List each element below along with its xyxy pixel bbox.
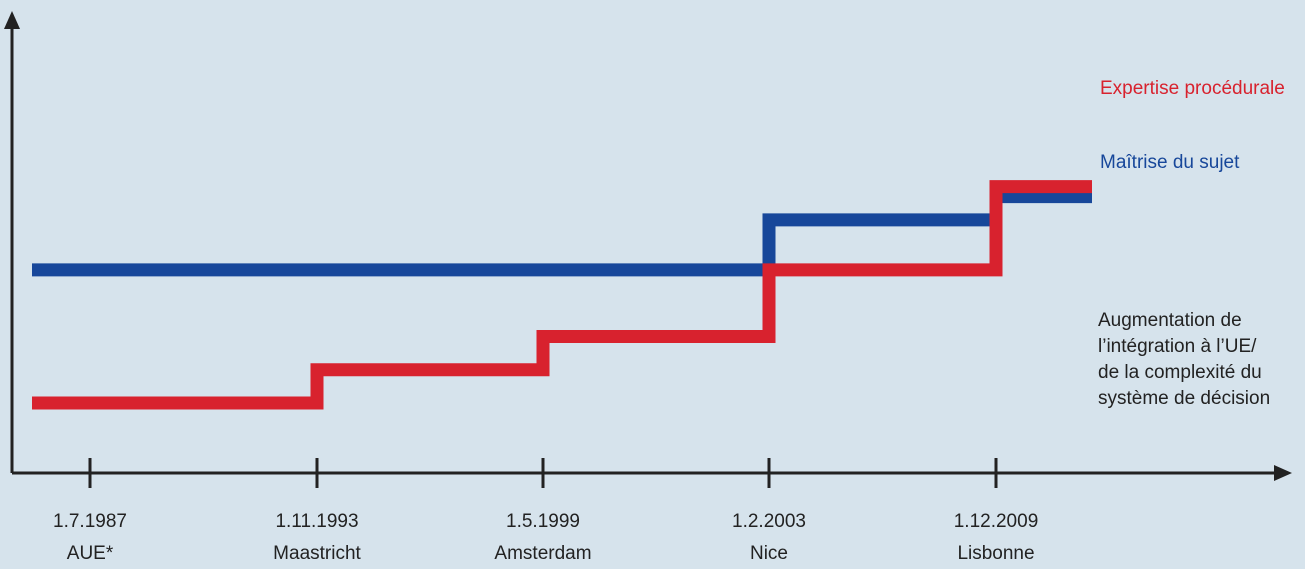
- x-tick-label-treaty: Maastricht: [273, 543, 361, 564]
- x-tick-label-treaty: AUE*: [67, 543, 114, 564]
- y-axis-label-line: système de décision: [1098, 388, 1271, 409]
- series-line-maitrise-du-sujet: [32, 190, 1092, 277]
- y-axis-arrowhead: [4, 11, 20, 29]
- y-axis-label-line: de la complexité du: [1098, 362, 1262, 383]
- x-tick-label-date: 1.11.1993: [275, 511, 358, 532]
- x-tick-label-date: 1.7.1987: [53, 511, 127, 532]
- y-axis-label-line: l’intégration à l’UE/: [1098, 336, 1257, 357]
- legend-maitrise-du-sujet: Maîtrise du sujet: [1100, 152, 1240, 173]
- x-tick-label-treaty: Nice: [750, 543, 788, 564]
- legend-expertise-procedurale: Expertise procédurale: [1100, 78, 1285, 99]
- x-tick-label-date: 1.2.2003: [732, 511, 806, 532]
- x-axis-arrowhead: [1274, 465, 1292, 481]
- x-tick-label-treaty: Lisbonne: [957, 543, 1034, 564]
- x-tick-label-date: 1.5.1999: [506, 511, 580, 532]
- series-line-expertise-procedurale: [32, 180, 1092, 410]
- y-axis-label-line: Augmentation de: [1098, 310, 1242, 331]
- y-axis-label: Augmentation de l’intégration à l’UE/ de…: [1098, 308, 1303, 412]
- x-tick-label-date: 1.12.2009: [954, 511, 1039, 532]
- x-tick-label-treaty: Amsterdam: [494, 543, 591, 564]
